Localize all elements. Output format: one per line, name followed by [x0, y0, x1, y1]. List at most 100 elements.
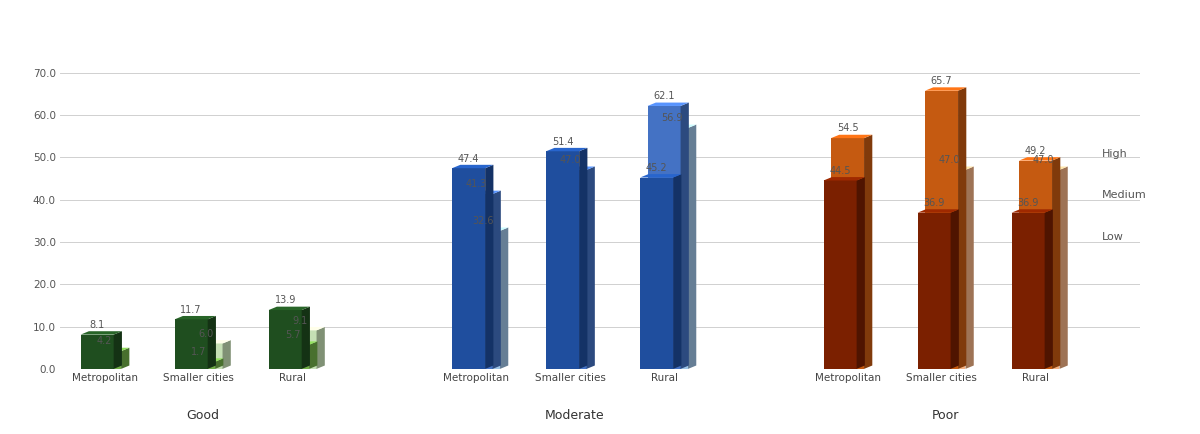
- Polygon shape: [182, 358, 223, 362]
- Polygon shape: [1060, 167, 1068, 369]
- Text: 41.3: 41.3: [466, 179, 487, 189]
- Bar: [546, 151, 580, 369]
- Text: 9.1: 9.1: [293, 316, 307, 326]
- Polygon shape: [1052, 157, 1061, 369]
- Polygon shape: [500, 227, 509, 369]
- Text: 13.9: 13.9: [275, 296, 296, 306]
- Bar: [175, 319, 208, 369]
- Polygon shape: [918, 209, 959, 213]
- Polygon shape: [310, 342, 317, 369]
- Bar: [88, 351, 121, 369]
- Text: 36.9: 36.9: [924, 198, 944, 208]
- Text: 62.1: 62.1: [653, 91, 674, 101]
- Polygon shape: [276, 342, 317, 345]
- Polygon shape: [215, 358, 223, 369]
- Text: 47.4: 47.4: [458, 154, 479, 164]
- Bar: [452, 168, 485, 369]
- Bar: [276, 345, 310, 369]
- Text: 54.5: 54.5: [836, 124, 858, 134]
- Polygon shape: [958, 87, 966, 369]
- Polygon shape: [680, 102, 689, 369]
- Polygon shape: [655, 125, 696, 128]
- Bar: [269, 310, 301, 369]
- Bar: [648, 106, 680, 369]
- Polygon shape: [1026, 167, 1068, 170]
- Text: Good: Good: [186, 409, 220, 422]
- Polygon shape: [460, 191, 500, 194]
- Bar: [80, 335, 114, 369]
- Polygon shape: [222, 340, 230, 369]
- Polygon shape: [832, 135, 872, 138]
- Text: 32.6: 32.6: [473, 216, 494, 226]
- Bar: [283, 330, 317, 369]
- Polygon shape: [546, 148, 588, 151]
- Polygon shape: [121, 348, 130, 369]
- Polygon shape: [932, 167, 973, 170]
- Polygon shape: [648, 102, 689, 106]
- Text: Low: Low: [1103, 232, 1124, 242]
- Polygon shape: [1019, 157, 1061, 161]
- Text: 8.1: 8.1: [90, 320, 104, 330]
- Bar: [932, 170, 966, 369]
- Text: 49.2: 49.2: [1025, 146, 1046, 156]
- Bar: [640, 178, 673, 369]
- Text: 5.7: 5.7: [284, 330, 300, 340]
- Polygon shape: [114, 331, 122, 369]
- Text: 47.0: 47.0: [938, 155, 960, 165]
- Bar: [832, 138, 864, 369]
- Bar: [460, 194, 492, 369]
- Text: 51.4: 51.4: [552, 137, 574, 147]
- Text: 47.0: 47.0: [1032, 155, 1054, 165]
- Text: 56.9: 56.9: [661, 113, 683, 123]
- Bar: [182, 362, 215, 369]
- Text: 6.0: 6.0: [198, 329, 214, 339]
- Polygon shape: [864, 135, 872, 369]
- Polygon shape: [88, 348, 130, 351]
- Bar: [655, 128, 688, 369]
- Bar: [1012, 213, 1045, 369]
- Text: 44.5: 44.5: [829, 166, 851, 176]
- Polygon shape: [688, 125, 696, 369]
- Bar: [553, 170, 587, 369]
- Text: 45.2: 45.2: [646, 163, 667, 173]
- Polygon shape: [580, 148, 588, 369]
- Bar: [1026, 170, 1060, 369]
- Polygon shape: [452, 165, 493, 168]
- Polygon shape: [950, 209, 959, 369]
- Polygon shape: [190, 340, 230, 343]
- Bar: [918, 213, 950, 369]
- Polygon shape: [80, 331, 122, 335]
- Polygon shape: [1012, 209, 1052, 213]
- Polygon shape: [925, 87, 966, 91]
- Polygon shape: [485, 165, 493, 369]
- Text: High: High: [1103, 148, 1128, 159]
- Text: 11.7: 11.7: [180, 305, 202, 315]
- Bar: [467, 231, 500, 369]
- Text: 65.7: 65.7: [931, 76, 953, 86]
- Text: Moderate: Moderate: [545, 409, 604, 422]
- Bar: [1019, 161, 1052, 369]
- Polygon shape: [857, 177, 865, 369]
- Bar: [190, 343, 222, 369]
- Bar: [823, 181, 857, 369]
- Polygon shape: [673, 174, 682, 369]
- Bar: [925, 91, 958, 369]
- Polygon shape: [640, 174, 682, 178]
- Polygon shape: [317, 327, 325, 369]
- Polygon shape: [283, 327, 325, 330]
- Polygon shape: [1045, 209, 1052, 369]
- Polygon shape: [208, 316, 216, 369]
- Polygon shape: [587, 167, 595, 369]
- Text: Medium: Medium: [1103, 190, 1147, 201]
- Polygon shape: [467, 227, 509, 231]
- Text: 4.2: 4.2: [97, 336, 113, 346]
- Polygon shape: [553, 167, 595, 170]
- Polygon shape: [175, 316, 216, 319]
- Text: 1.7: 1.7: [191, 347, 206, 357]
- Text: Poor: Poor: [932, 409, 959, 422]
- Polygon shape: [301, 307, 310, 369]
- Polygon shape: [269, 307, 310, 310]
- Polygon shape: [966, 167, 973, 369]
- Text: 36.9: 36.9: [1018, 198, 1039, 208]
- Text: 47.0: 47.0: [559, 155, 581, 165]
